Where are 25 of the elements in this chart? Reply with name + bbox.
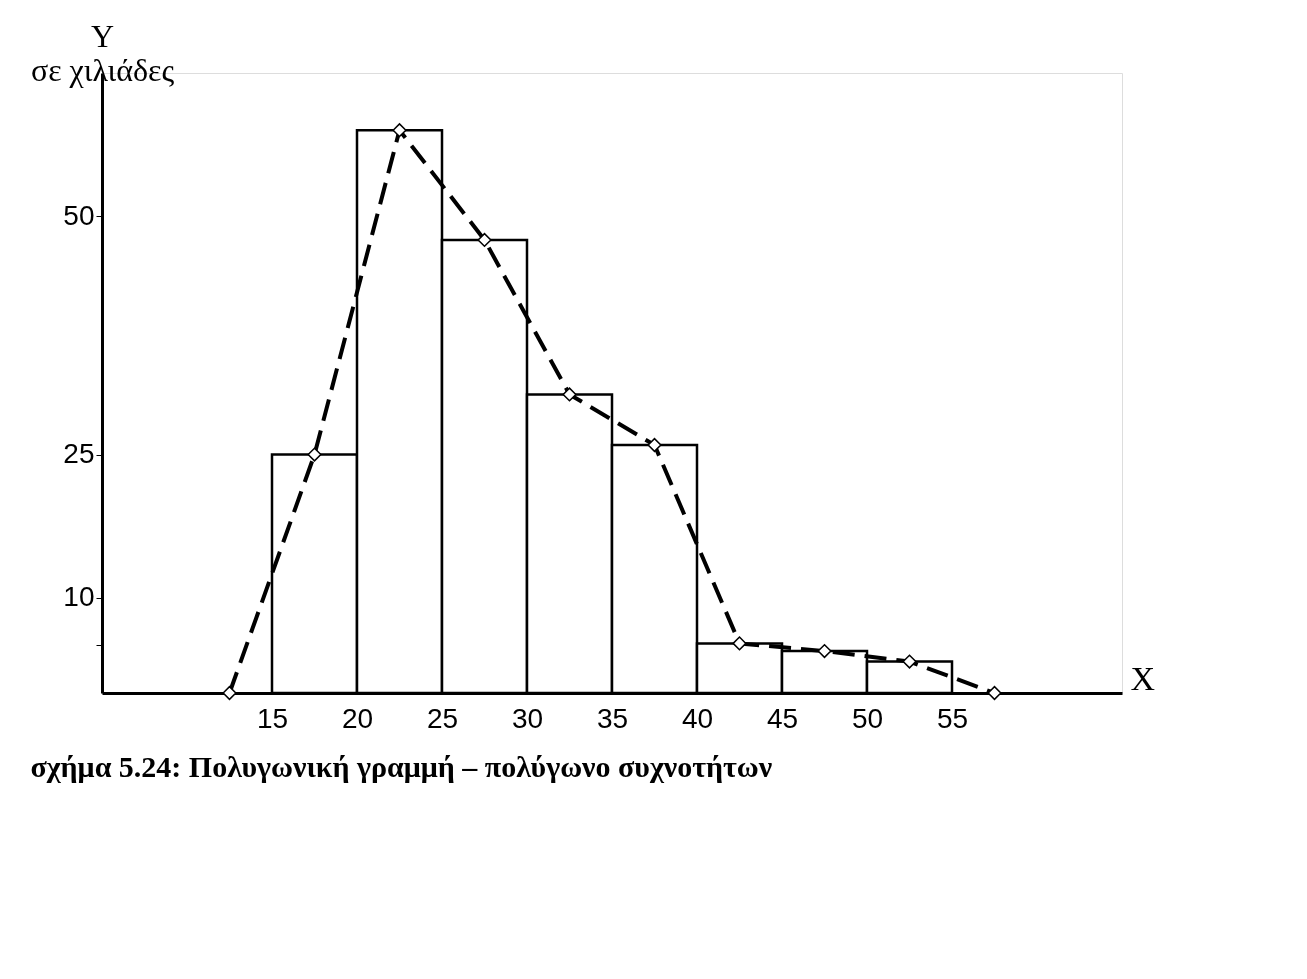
point <box>732 636 747 651</box>
text: σχήμα 5.24: Πολυγωνική γραμμή – πολύγωνο συχνοτήτων <box>30 750 773 783</box>
y-axis-title: Y σε χιλιάδες <box>30 17 175 88</box>
y-tick-label: 10 <box>63 581 95 613</box>
x-tick-label: 20 <box>341 702 374 734</box>
point <box>477 232 492 247</box>
point <box>307 447 322 462</box>
x-tick-label: 30 <box>511 702 544 734</box>
point <box>392 123 407 138</box>
point <box>647 437 662 453</box>
point <box>562 387 577 402</box>
x-tick-label: 25 <box>426 702 459 734</box>
x-tick-label: 55 <box>936 702 969 734</box>
point <box>222 685 237 701</box>
point <box>817 643 832 659</box>
point <box>987 685 1002 701</box>
x-axis-title: X <box>1130 659 1156 697</box>
y-tick-label: 25 <box>63 438 95 470</box>
x-tick-label: 35 <box>596 702 629 734</box>
x-tick-label: 15 <box>256 702 289 734</box>
x-tick-label: 40 <box>681 702 714 734</box>
point <box>902 654 917 669</box>
x-tick-label: 50 <box>851 702 884 734</box>
y-tick-label: 50 <box>63 199 95 231</box>
x-tick-label: 45 <box>766 702 799 734</box>
